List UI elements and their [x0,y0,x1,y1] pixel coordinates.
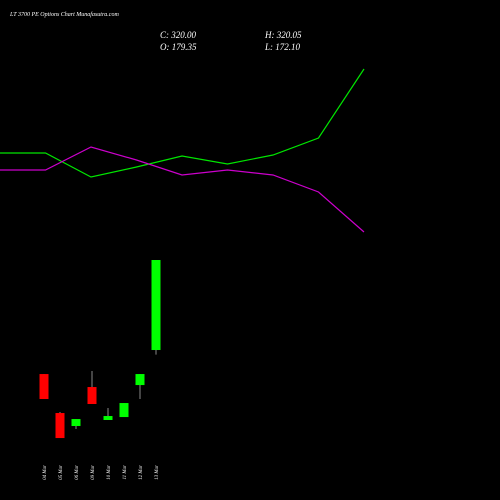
x-tick-label: 05 Mar [59,465,64,480]
low-text: L: 172.10 [264,42,301,52]
overlay-line [0,146,365,233]
candle-body [55,413,65,439]
x-tick-label: 13 Mar [155,465,160,480]
open-text: O: 179.35 [160,42,197,52]
close-text: C: 320.00 [160,30,197,40]
x-tick-label: 06 Mar [75,465,80,480]
candle-body [39,374,49,400]
candle-body [87,387,97,404]
candle-body [71,419,81,427]
x-tick-label: 04 Mar [43,465,48,480]
x-tick-label: 11 Mar [123,465,128,480]
candle-body [135,374,145,386]
chart-title: LT 3700 PE Options Chart Munafasutra.com [9,11,119,18]
x-tick-label: 09 Mar [91,465,96,480]
candle-body [151,260,161,351]
high-text: H: 320.05 [264,30,302,40]
candle-body [119,403,129,418]
candle-body [103,416,113,420]
overlay-line [0,68,365,178]
x-tick-label: 12 Mar [139,465,144,480]
x-tick-label: 10 Mar [107,465,112,480]
